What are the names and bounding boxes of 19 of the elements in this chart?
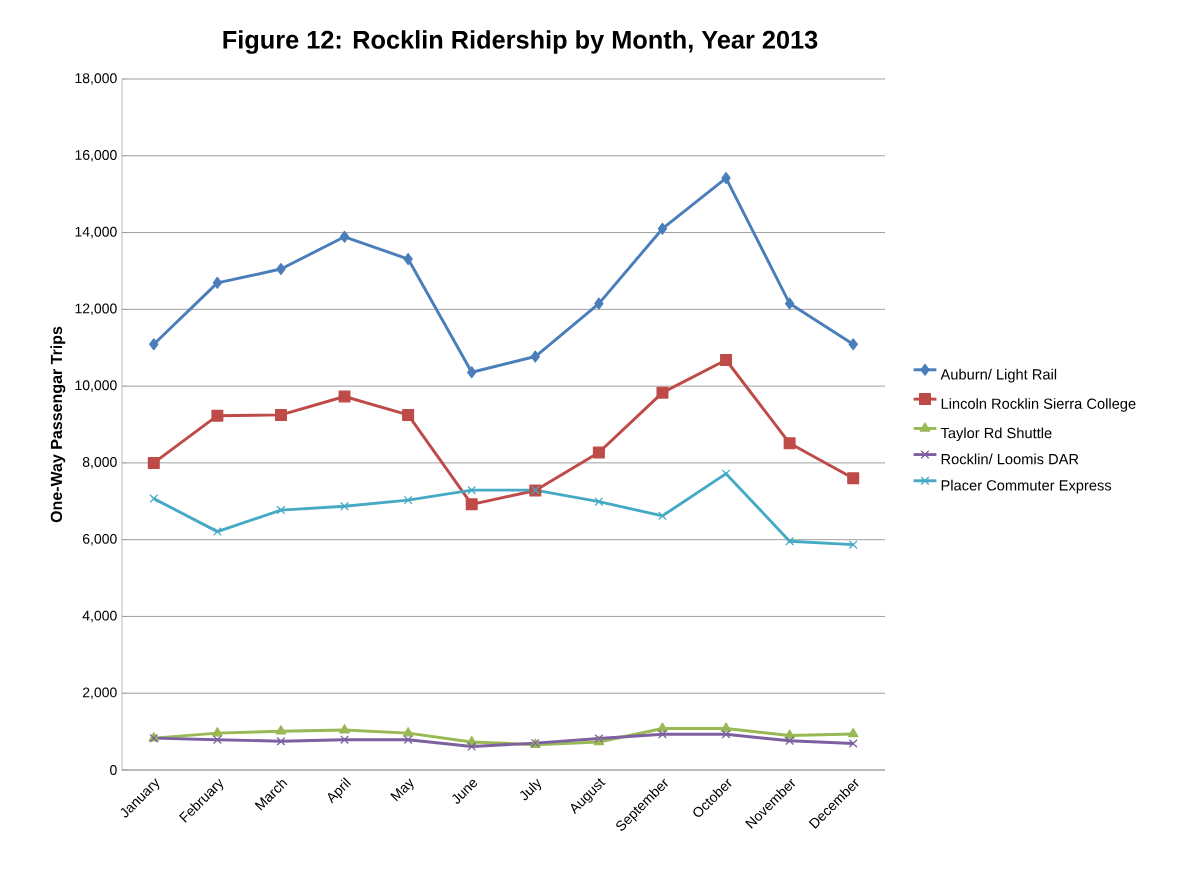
y-tick-label: 12,000	[75, 303, 117, 316]
y-tick-label: 18,000	[75, 73, 117, 85]
x-tick-label: July	[520, 778, 542, 801]
legend-label: Auburn/ Light Rail	[940, 368, 1057, 383]
y-tick-label: 14,000	[75, 226, 117, 239]
chart-title: Figure 12: Rocklin Ridership by Month, Year 2013	[223, 30, 818, 54]
y-tick-label: 0	[110, 765, 117, 775]
y-axis-title: One-Way Passengar Trips	[50, 326, 66, 523]
y-tick-label: 10,000	[75, 380, 117, 392]
legend-label: Lincoln Rocklin Sierra College	[941, 398, 1136, 412]
y-tick-label: 2,000	[82, 687, 117, 700]
legend-label: Rocklin/ Loomis DAR	[941, 453, 1079, 465]
y-tick-label: 16,000	[75, 150, 117, 162]
y-tick-label: 4,000	[82, 610, 117, 623]
y-tick-label: 8,000	[82, 457, 117, 469]
y-tick-label: 6,000	[82, 533, 117, 546]
legend-label: Taylor Rd Shuttle	[940, 427, 1052, 442]
legend-label: Placer Commuter Express	[941, 479, 1112, 494]
x-tick-label: May	[390, 778, 414, 802]
